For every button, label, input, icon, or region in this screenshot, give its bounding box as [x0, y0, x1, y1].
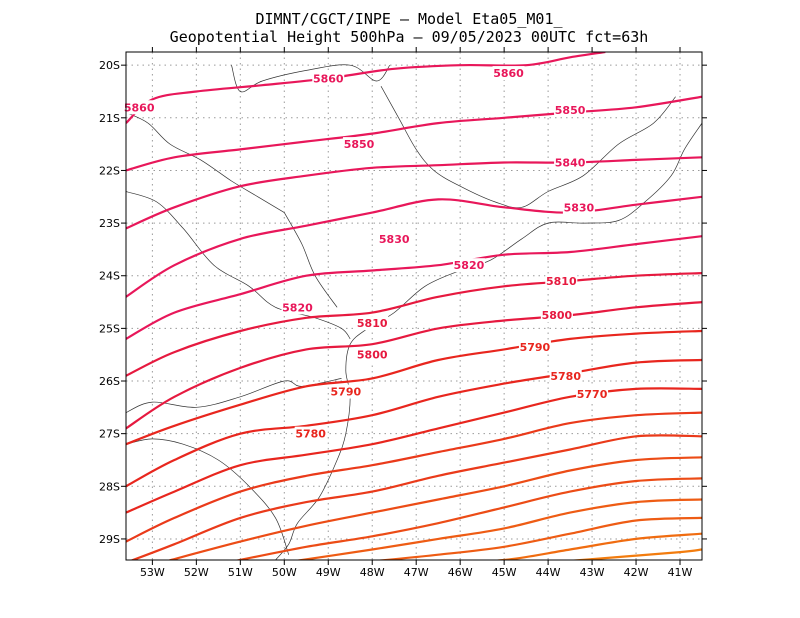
contour-label-bg — [343, 137, 376, 152]
contour-label-bg — [545, 273, 578, 288]
contour-label: 5790 — [331, 386, 362, 399]
contour-label: 5810 — [357, 317, 388, 330]
contour-labels: 5860 5860 5860 5850 5850 5840 5830 5830 5820 5820… — [123, 66, 609, 441]
contour-line — [166, 456, 702, 560]
x-tick-label: 48W — [360, 566, 385, 579]
x-tick-label: 50W — [272, 566, 297, 579]
x-tick-label: 45W — [492, 566, 517, 579]
state-border-line — [380, 86, 676, 209]
contour-label-bg — [312, 71, 345, 86]
y-tick-label: 23S — [99, 217, 120, 230]
y-tick-label: 28S — [99, 480, 120, 493]
contour-label: 5840 — [555, 157, 586, 170]
contour-line — [489, 532, 702, 560]
chart-title-line-1: DIMNT/CGCT/INPE – Model Eta05_M01_ — [255, 10, 563, 28]
y-tick-label: 29S — [99, 533, 120, 546]
x-tick-label: 43W — [580, 566, 605, 579]
contour-label-bg — [492, 66, 525, 81]
contour-label-bg — [356, 347, 389, 362]
contour-line — [126, 358, 702, 488]
x-tick-label: 44W — [536, 566, 561, 579]
y-tick-label: 20S — [99, 59, 120, 72]
contour-label-bg — [281, 300, 314, 315]
x-tick-label: 47W — [404, 566, 429, 579]
state-border-line — [126, 112, 285, 213]
contour-line — [126, 301, 702, 430]
contour-label-bg — [554, 102, 587, 117]
contour-line — [126, 411, 702, 543]
contour-label: 5790 — [520, 341, 551, 354]
contour-label: 5830 — [379, 233, 410, 246]
contour-line — [234, 477, 702, 560]
contour-line — [567, 548, 702, 560]
contour-line — [294, 498, 702, 560]
contour-label-bg — [378, 231, 411, 246]
axis-ticks: 53W 52W 51W 50W 49W 48W 47W 46W 45W 44W 43W 42W 41W 2… — [99, 47, 707, 579]
x-tick-label: 42W — [624, 566, 649, 579]
contour-label-bg — [518, 339, 551, 354]
contour-label: 5800 — [357, 349, 388, 362]
y-tick-label: 26S — [99, 375, 120, 388]
contour-line — [129, 434, 702, 560]
contour-label-bg — [549, 368, 582, 383]
contour-label: 5770 — [577, 388, 608, 401]
contour-line — [126, 52, 606, 124]
contour-label: 5810 — [546, 275, 577, 288]
plot-frame — [125, 51, 703, 561]
contour-label-bg — [576, 387, 609, 402]
contour-line — [126, 387, 702, 514]
x-tick-label: 46W — [448, 566, 473, 579]
contour-label-bg — [329, 384, 362, 399]
state-border-line — [126, 191, 351, 340]
contour-label-bg — [562, 200, 595, 215]
contour-label: 5820 — [282, 301, 313, 314]
contour-lines — [126, 52, 702, 560]
contour-label-bg — [452, 258, 485, 273]
state-border-line — [126, 438, 290, 555]
contour-line — [374, 516, 702, 560]
contour-line — [126, 272, 702, 377]
x-tick-label: 41W — [668, 566, 693, 579]
state-border-line — [283, 212, 338, 308]
contour-label-bg — [540, 308, 573, 323]
contour-label-bg — [554, 155, 587, 170]
state-border-line — [275, 122, 702, 560]
contour-label: 5780 — [295, 428, 326, 441]
contour-line — [126, 329, 702, 446]
contour-label: 5800 — [542, 309, 573, 322]
contour-line — [126, 156, 702, 230]
contour-line — [126, 235, 702, 340]
x-tick-label: 52W — [184, 566, 209, 579]
y-tick-label: 21S — [99, 112, 120, 125]
contour-label: 5860 — [493, 67, 524, 80]
contour-line — [126, 195, 702, 298]
contour-label: 5850 — [555, 104, 586, 117]
y-tick-label: 24S — [99, 270, 120, 283]
contour-label: 5860 — [313, 72, 344, 85]
y-tick-label: 27S — [99, 428, 120, 441]
contour-label-bg — [123, 100, 156, 115]
chart-title-line-2: Geopotential Height 500hPa – 09/05/2023 … — [170, 28, 649, 46]
contour-label: 5820 — [454, 259, 485, 272]
y-tick-label: 22S — [99, 164, 120, 177]
y-tick-label: 25S — [99, 322, 120, 335]
state-border-line — [231, 64, 391, 93]
contour-line — [126, 95, 702, 172]
contour-label-bg — [294, 426, 327, 441]
contour-label-bg — [356, 316, 389, 331]
map-boundaries — [126, 64, 702, 560]
x-tick-label: 49W — [316, 566, 341, 579]
contour-label: 5830 — [564, 201, 595, 214]
x-tick-label: 51W — [228, 566, 253, 579]
x-tick-label: 53W — [140, 566, 165, 579]
contour-label: 5850 — [344, 138, 375, 151]
contour-label: 5860 — [124, 101, 155, 114]
contour-label: 5780 — [550, 370, 581, 383]
